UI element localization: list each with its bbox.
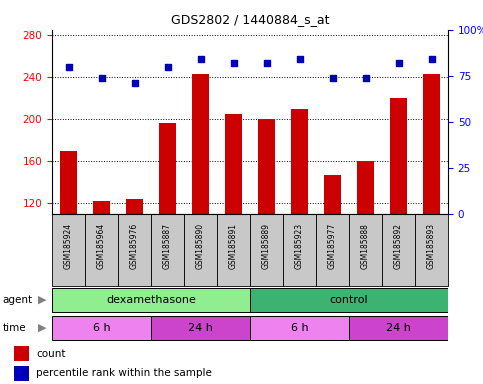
Bar [250, 288, 448, 312]
Bar [192, 74, 209, 214]
Bar [159, 122, 176, 214]
Bar [52, 316, 151, 340]
Bar [357, 161, 374, 214]
Bar [250, 316, 349, 340]
Text: GSM185890: GSM185890 [196, 223, 205, 269]
Bar [225, 114, 242, 214]
Point [263, 60, 270, 66]
Text: dexamethasone: dexamethasone [106, 295, 196, 305]
Bar [14, 366, 29, 381]
Text: 24 h: 24 h [188, 323, 213, 333]
Text: ▶: ▶ [38, 323, 46, 333]
Text: agent: agent [2, 295, 32, 305]
Text: GSM185924: GSM185924 [64, 223, 73, 269]
Bar [316, 214, 349, 286]
Point [427, 56, 435, 63]
Bar [184, 214, 217, 286]
Point [164, 64, 171, 70]
Text: GSM185923: GSM185923 [295, 223, 304, 269]
Bar [85, 214, 118, 286]
Point [296, 56, 303, 63]
Bar [390, 98, 407, 214]
Bar [52, 288, 250, 312]
Bar [291, 109, 308, 214]
Text: 24 h: 24 h [386, 323, 411, 333]
Bar [283, 214, 316, 286]
Bar [52, 214, 85, 286]
Bar [250, 214, 283, 286]
Bar [349, 214, 382, 286]
Text: GSM185977: GSM185977 [328, 223, 337, 269]
Point [395, 60, 402, 66]
Bar [14, 346, 29, 361]
Bar [324, 175, 341, 214]
Bar [151, 214, 184, 286]
Text: GSM185892: GSM185892 [394, 223, 403, 269]
Bar [60, 151, 77, 214]
Point [98, 75, 105, 81]
Text: GSM185888: GSM185888 [361, 223, 370, 268]
Point [197, 56, 204, 63]
Text: 6 h: 6 h [291, 323, 308, 333]
Text: GSM185893: GSM185893 [427, 223, 436, 269]
Bar [423, 74, 440, 214]
Text: ▶: ▶ [38, 295, 46, 305]
Text: GSM185889: GSM185889 [262, 223, 271, 269]
Text: time: time [2, 323, 26, 333]
Bar [415, 214, 448, 286]
Bar [217, 214, 250, 286]
Point [130, 80, 138, 86]
Bar [126, 199, 143, 214]
Text: GSM185964: GSM185964 [97, 223, 106, 269]
Bar [93, 201, 110, 214]
Point [362, 75, 369, 81]
Text: GSM185976: GSM185976 [130, 223, 139, 269]
Text: control: control [330, 295, 369, 305]
Point [328, 75, 336, 81]
Bar [118, 214, 151, 286]
Text: count: count [36, 349, 66, 359]
Bar [382, 214, 415, 286]
Text: GDS2802 / 1440884_s_at: GDS2802 / 1440884_s_at [171, 13, 329, 26]
Point [65, 64, 72, 70]
Text: GSM185891: GSM185891 [229, 223, 238, 269]
Text: percentile rank within the sample: percentile rank within the sample [36, 369, 212, 379]
Bar [151, 316, 250, 340]
Text: 6 h: 6 h [93, 323, 110, 333]
Point [229, 60, 237, 66]
Bar [349, 316, 448, 340]
Bar [258, 119, 275, 214]
Text: GSM185887: GSM185887 [163, 223, 172, 269]
